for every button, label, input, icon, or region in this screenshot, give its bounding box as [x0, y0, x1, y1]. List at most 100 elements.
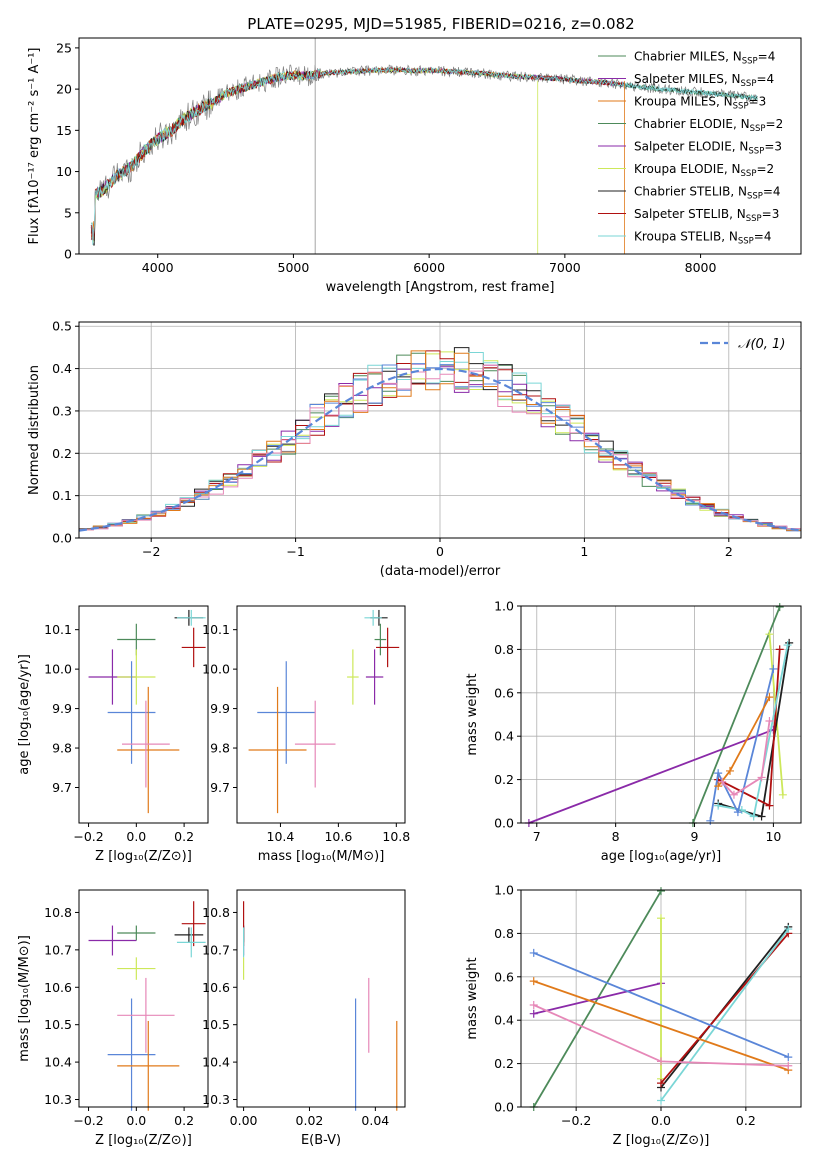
y-tick-label: 0.5 [52, 319, 72, 334]
axes-frame [520, 605, 802, 824]
weight-line [721, 720, 771, 796]
x-tick-label: −0.2 [73, 829, 103, 844]
x-tick-label: 1 [580, 544, 588, 559]
y-tick-label: 10.1 [44, 622, 72, 637]
weight-marker [714, 782, 723, 791]
y-axis-label: mass weight [465, 673, 480, 755]
weight-marker [529, 948, 538, 957]
x-tick-label: 0.2 [174, 1113, 194, 1128]
weight-marker [657, 1096, 665, 1105]
y-tick-label: 10.3 [202, 1092, 230, 1107]
y-tick-label: 0.0 [494, 1100, 514, 1115]
figure-title: PLATE=0295, MJD=51985, FIBERID=0216, z=0… [247, 15, 634, 33]
x-tick-label: 0.00 [230, 1113, 258, 1128]
y-tick-label: 25 [56, 40, 72, 55]
weight-marker [757, 773, 766, 782]
y-tick-label: 10.4 [202, 1055, 230, 1070]
weight-marker [765, 717, 774, 726]
weight-line [528, 728, 774, 824]
weight-line [533, 952, 789, 1058]
x-tick-label: 0.0 [126, 829, 146, 844]
x-tick-label: 8 [612, 829, 620, 844]
x-axis-label: mass [log₁₀(M/M⊙)] [258, 849, 385, 864]
y-tick-label: 10.6 [202, 980, 230, 995]
weight-marker [784, 1061, 793, 1070]
weight-marker [657, 914, 665, 923]
y-tick-label: 0.1 [52, 488, 72, 503]
y-tick-label: 9.9 [210, 701, 230, 716]
x-tick-label: 0.04 [361, 1113, 389, 1128]
weight-marker [775, 645, 784, 654]
weight-marker [783, 641, 792, 650]
y-tick-label: 10.5 [202, 1017, 230, 1032]
y-tick-label: 0.4 [494, 1013, 514, 1028]
x-axis-label: Z [log₁₀(Z/Z⊙)] [95, 849, 192, 864]
weight-line [718, 644, 789, 818]
y-tick-label: 0 [64, 247, 72, 262]
x-axis-label: Z [log₁₀(Z/Z⊙)] [613, 1133, 710, 1148]
y-tick-label: 15 [56, 123, 72, 138]
x-tick-label: 9 [691, 829, 699, 844]
y-tick-label: 10.1 [202, 622, 230, 637]
y-tick-label: 10 [56, 164, 72, 179]
weight-line [692, 606, 781, 824]
weight-marker [765, 630, 774, 639]
histogram-step [79, 363, 801, 532]
axes-frame [236, 605, 406, 824]
weight-marker [784, 1053, 793, 1062]
y-tick-label: 0.6 [494, 969, 514, 984]
x-tick-label: 10.4 [267, 829, 295, 844]
y-tick-label: 10.8 [44, 905, 72, 920]
legend-label: Salpeter STELIB, NSSP=3 [634, 207, 779, 224]
spectrum-line [90, 67, 758, 246]
x-tick-label: −0.2 [561, 1113, 591, 1128]
legend-label: Chabrier ELODIE, NSSP=2 [634, 117, 783, 134]
weight-marker [785, 638, 794, 647]
x-axis-label: age [log₁₀(age/yr)] [601, 849, 722, 864]
x-tick-label: 0.2 [736, 1113, 756, 1128]
weight-marker [757, 812, 766, 821]
legend-label: 𝒩(0, 1) [738, 337, 785, 352]
spectrum-line [90, 67, 538, 243]
y-tick-label: 10.7 [44, 942, 72, 957]
spectrum-line [90, 66, 625, 241]
y-tick-label: 10.5 [44, 1017, 72, 1032]
x-tick-label: 6000 [413, 260, 445, 275]
x-tick-label: 0.0 [126, 1113, 146, 1128]
residuals-panel: −2 −1 0 1 2 0.0 0.1 0.2 0.3 0.4 0.5 (data-model)/er… [27, 319, 802, 579]
y-tick-label: 0.3 [52, 403, 72, 418]
axes-frame [78, 889, 209, 1108]
x-tick-label: −0.2 [73, 1113, 103, 1128]
legend-label: Salpeter ELODIE, NSSP=3 [634, 140, 782, 157]
weight-line [709, 668, 775, 821]
mass-vs-Z-panel: −0.2 0.0 0.2 10.3 10.4 10.5 10.6 10.7 10.8 Z [log… [17, 889, 209, 1148]
y-tick-label: 0.0 [52, 531, 72, 546]
y-tick-label: 10.0 [44, 662, 72, 677]
histogram-step [79, 352, 801, 531]
axes-frame [78, 605, 209, 824]
weight-marker [729, 790, 738, 799]
y-tick-label: 10.4 [44, 1055, 72, 1070]
x-tick-label: 0.02 [296, 1113, 324, 1128]
axes-frame [78, 37, 802, 255]
y-tick-label: 9.7 [52, 780, 72, 795]
x-tick-label: 0.2 [174, 829, 194, 844]
x-tick-label: 7 [533, 829, 541, 844]
gaussian-curve [78, 367, 802, 532]
y-tick-label: 0.8 [494, 926, 514, 941]
y-tick-label: 5 [64, 205, 72, 220]
spectrum-panel: 4000 5000 6000 7000 8000 0 5 10 15 20 25 wavelength… [27, 37, 802, 295]
weight-marker [749, 812, 758, 821]
y-tick-label: 0.2 [494, 772, 514, 787]
x-axis-label: wavelength [Angstrom, rest frame] [326, 280, 555, 295]
weight-marker [726, 766, 735, 775]
legend-label: Kroupa ELODIE, NSSP=2 [634, 162, 774, 179]
weight-marker [529, 1009, 538, 1018]
weight-vs-age-panel: 7 8 9 10 0.0 0.2 0.4 0.6 0.8 1.0 age [log₁₀(age/yr… [465, 599, 802, 864]
y-tick-label: 0.4 [52, 361, 72, 376]
x-tick-label: −1 [286, 544, 304, 559]
x-tick-label: 7000 [549, 260, 581, 275]
weight-marker [657, 887, 665, 896]
y-tick-label: 0.0 [494, 816, 514, 831]
x-tick-label: 10 [765, 829, 781, 844]
